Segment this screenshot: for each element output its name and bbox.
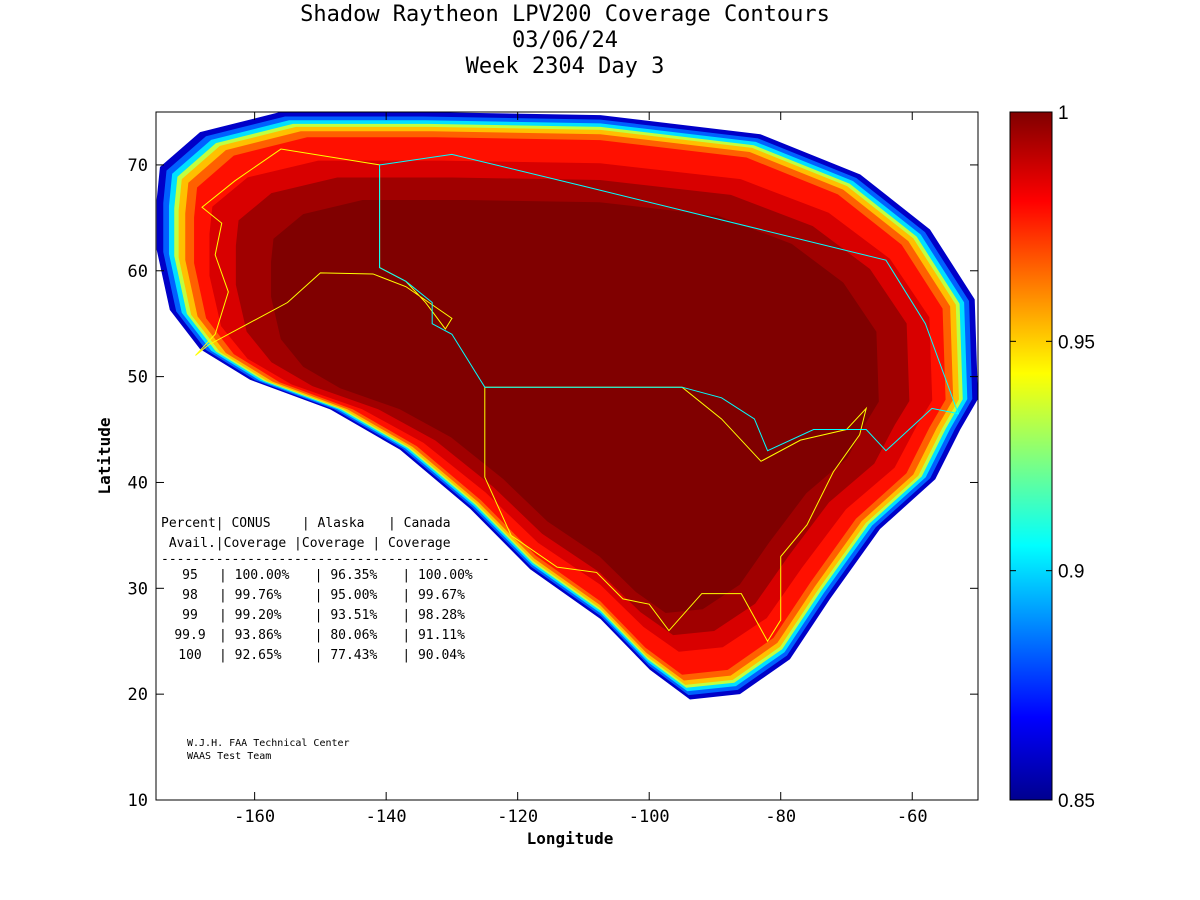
table-separator: | <box>219 628 235 643</box>
y-tick-label: 10 <box>128 791 148 811</box>
table-separator: | <box>314 628 331 643</box>
table-separator: | <box>219 648 235 663</box>
table-cell-alaska: 95.00% <box>330 588 378 603</box>
plot-frame <box>155 111 979 801</box>
x-tick-label: -100 <box>629 807 670 827</box>
table-cell-alaska: 77.43% <box>330 648 378 663</box>
table-cell-avail: 98 <box>182 588 198 603</box>
x-axis-label: Longitude <box>527 829 614 848</box>
x-tick-label: -60 <box>897 807 928 827</box>
table-separator: | <box>402 648 418 663</box>
chart-title-line-3: Week 2304 Day 3 <box>465 54 665 79</box>
coverage-table: Percent| CONUS | Alaska | Canada Avail.|… <box>161 514 490 663</box>
table-cell-conus: 92.65% <box>234 648 282 663</box>
table-separator: | <box>314 568 331 583</box>
table-separator: | <box>219 608 235 623</box>
table-cell-avail: 100 <box>178 648 202 663</box>
table-row: 100 | 92.65% | 77.43% | 90.04% <box>161 646 490 666</box>
table-cell-canada: 91.11% <box>417 628 465 643</box>
colorbar <box>1009 111 1053 801</box>
table-separator: | <box>314 588 331 603</box>
y-tick-label: 20 <box>128 685 148 705</box>
x-tick-label: -80 <box>765 807 796 827</box>
credit-line-1: W.J.H. FAA Technical Center <box>187 738 350 749</box>
table-cell-canada: 99.67% <box>417 588 465 603</box>
table-separator: | <box>314 648 331 663</box>
table-cell-conus: 99.20% <box>234 608 282 623</box>
table-cell-conus: 99.76% <box>234 588 282 603</box>
table-cell-canada: 100.00% <box>417 568 473 583</box>
y-axis-label: Latitude <box>95 417 114 494</box>
table-row: 98 | 99.76% | 95.00% | 99.67% <box>161 586 490 606</box>
table-cell-alaska: 96.35% <box>330 568 378 583</box>
table-cell-avail: 95 <box>182 568 198 583</box>
table-row: 99.9 | 93.86% | 80.06% | 91.11% <box>161 626 490 646</box>
coverage-contours <box>156 112 978 700</box>
x-tick-label: -160 <box>234 807 275 827</box>
x-tick-label: -140 <box>366 807 407 827</box>
colorbar-tick-label: 0.9 <box>1058 562 1084 583</box>
table-separator: | <box>314 608 331 623</box>
table-header-1: Percent| CONUS | Alaska | Canada <box>161 516 451 531</box>
table-cell-avail: 99 <box>182 608 198 623</box>
chart-title-line-1: Shadow Raytheon LPV200 Coverage Contours <box>300 2 830 27</box>
table-cell-canada: 90.04% <box>417 648 465 663</box>
table-row: 99 | 99.20% | 93.51% | 98.28% <box>161 606 490 626</box>
table-row: 95 | 100.00% | 96.35% | 100.00% <box>161 566 490 586</box>
y-tick-label: 50 <box>128 368 148 388</box>
table-cell-alaska: 93.51% <box>330 608 378 623</box>
colorbar-tick-label: 1 <box>1058 103 1069 124</box>
colorbar-tick-label: 0.85 <box>1058 791 1095 812</box>
table-separator: | <box>402 608 418 623</box>
conus-boundary-line <box>484 386 868 643</box>
table-separator: | <box>402 588 418 603</box>
x-tick-label: -120 <box>497 807 538 827</box>
y-tick-label: 30 <box>128 579 148 599</box>
table-separator: | <box>402 568 418 583</box>
table-separator: | <box>219 568 235 583</box>
table-cell-alaska: 80.06% <box>330 628 378 643</box>
table-rule: ----------------------------------------… <box>161 552 490 567</box>
table-separator: | <box>402 628 418 643</box>
table-cell-canada: 98.28% <box>417 608 465 623</box>
table-cell-avail: 99.9 <box>174 628 206 643</box>
credits: W.J.H. FAA Technical Center WAAS Test Te… <box>187 737 350 763</box>
table-cell-conus: 100.00% <box>234 568 290 583</box>
boundary-lines <box>195 148 960 643</box>
chart-title-line-2: 03/06/24 <box>512 28 618 53</box>
y-tick-label: 70 <box>128 156 148 176</box>
table-cell-conus: 93.86% <box>234 628 282 643</box>
credit-line-2: WAAS Test Team <box>187 751 272 762</box>
colorbar-tick-label: 0.95 <box>1058 332 1095 353</box>
y-tick-label: 40 <box>128 473 148 493</box>
table-header-2: Avail.|Coverage |Coverage | Coverage <box>161 536 451 551</box>
y-tick-label: 60 <box>128 262 148 282</box>
table-separator: | <box>219 588 235 603</box>
coverage-band-9 <box>271 200 879 613</box>
canada-boundary-line <box>379 153 960 452</box>
